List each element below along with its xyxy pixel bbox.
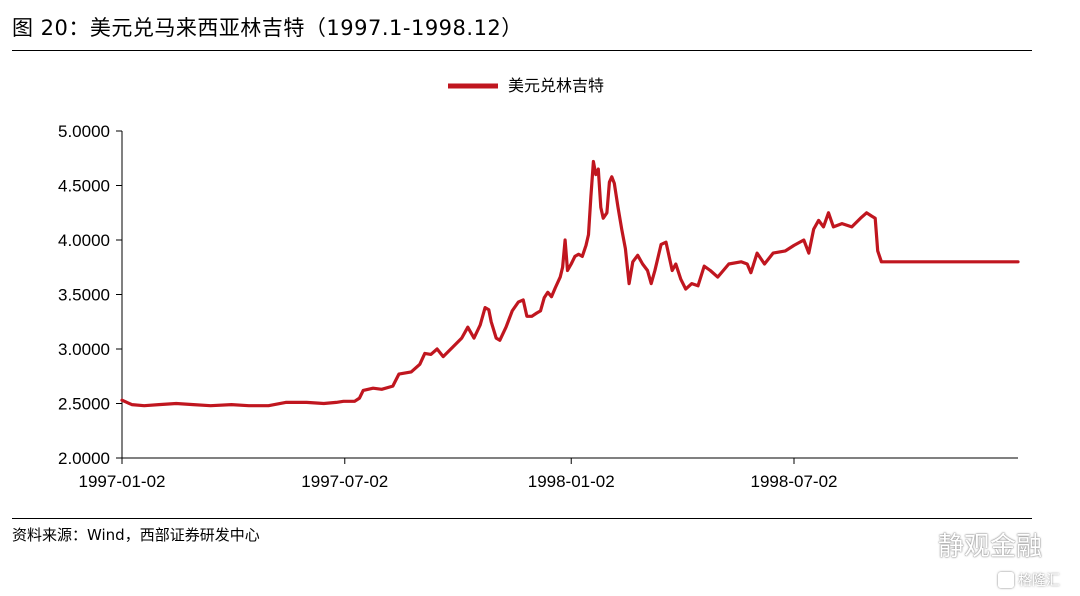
y-tick-label: 2.5000 bbox=[58, 395, 110, 414]
y-tick-label: 5.0000 bbox=[58, 122, 110, 141]
x-tick-label: 1997-07-02 bbox=[301, 472, 388, 491]
chart-series bbox=[120, 159, 1020, 408]
logo-icon bbox=[998, 572, 1014, 588]
y-tick-label: 3.5000 bbox=[58, 286, 110, 305]
bottom-divider bbox=[12, 518, 1032, 519]
watermark-text: 静观金融 bbox=[938, 532, 1043, 562]
wechat-icon bbox=[899, 531, 929, 557]
chart-legend: 美元兑林吉特 bbox=[448, 76, 604, 95]
figure-title: 图 20：美元兑马来西亚林吉特（1997.1-1998.12） bbox=[12, 16, 523, 40]
chart-axes: 2.0000 2.5000 3.0000 3.5000 4.0000 4.5000 5.00… bbox=[58, 122, 1018, 491]
x-tick-label: 1997-01-02 bbox=[79, 472, 166, 491]
watermark-main: 静观金融 bbox=[898, 526, 1042, 563]
watermark-secondary-text: 格隆汇 bbox=[1018, 573, 1060, 589]
y-tick-label: 4.5000 bbox=[58, 177, 110, 196]
y-tick-label: 3.0000 bbox=[58, 340, 110, 359]
watermark-secondary: 格隆汇 bbox=[998, 570, 1060, 590]
x-tick-label: 1998-01-02 bbox=[528, 472, 615, 491]
x-tick-label: 1998-07-02 bbox=[751, 472, 838, 491]
y-tick-label: 4.0000 bbox=[58, 231, 110, 250]
y-tick-label: 2.0000 bbox=[58, 449, 110, 468]
legend-label: 美元兑林吉特 bbox=[508, 76, 604, 95]
series-line-usd-myr bbox=[120, 159, 1020, 408]
source-note: 资料来源：Wind，西部证券研发中心 bbox=[12, 526, 260, 544]
top-divider bbox=[12, 50, 1032, 51]
